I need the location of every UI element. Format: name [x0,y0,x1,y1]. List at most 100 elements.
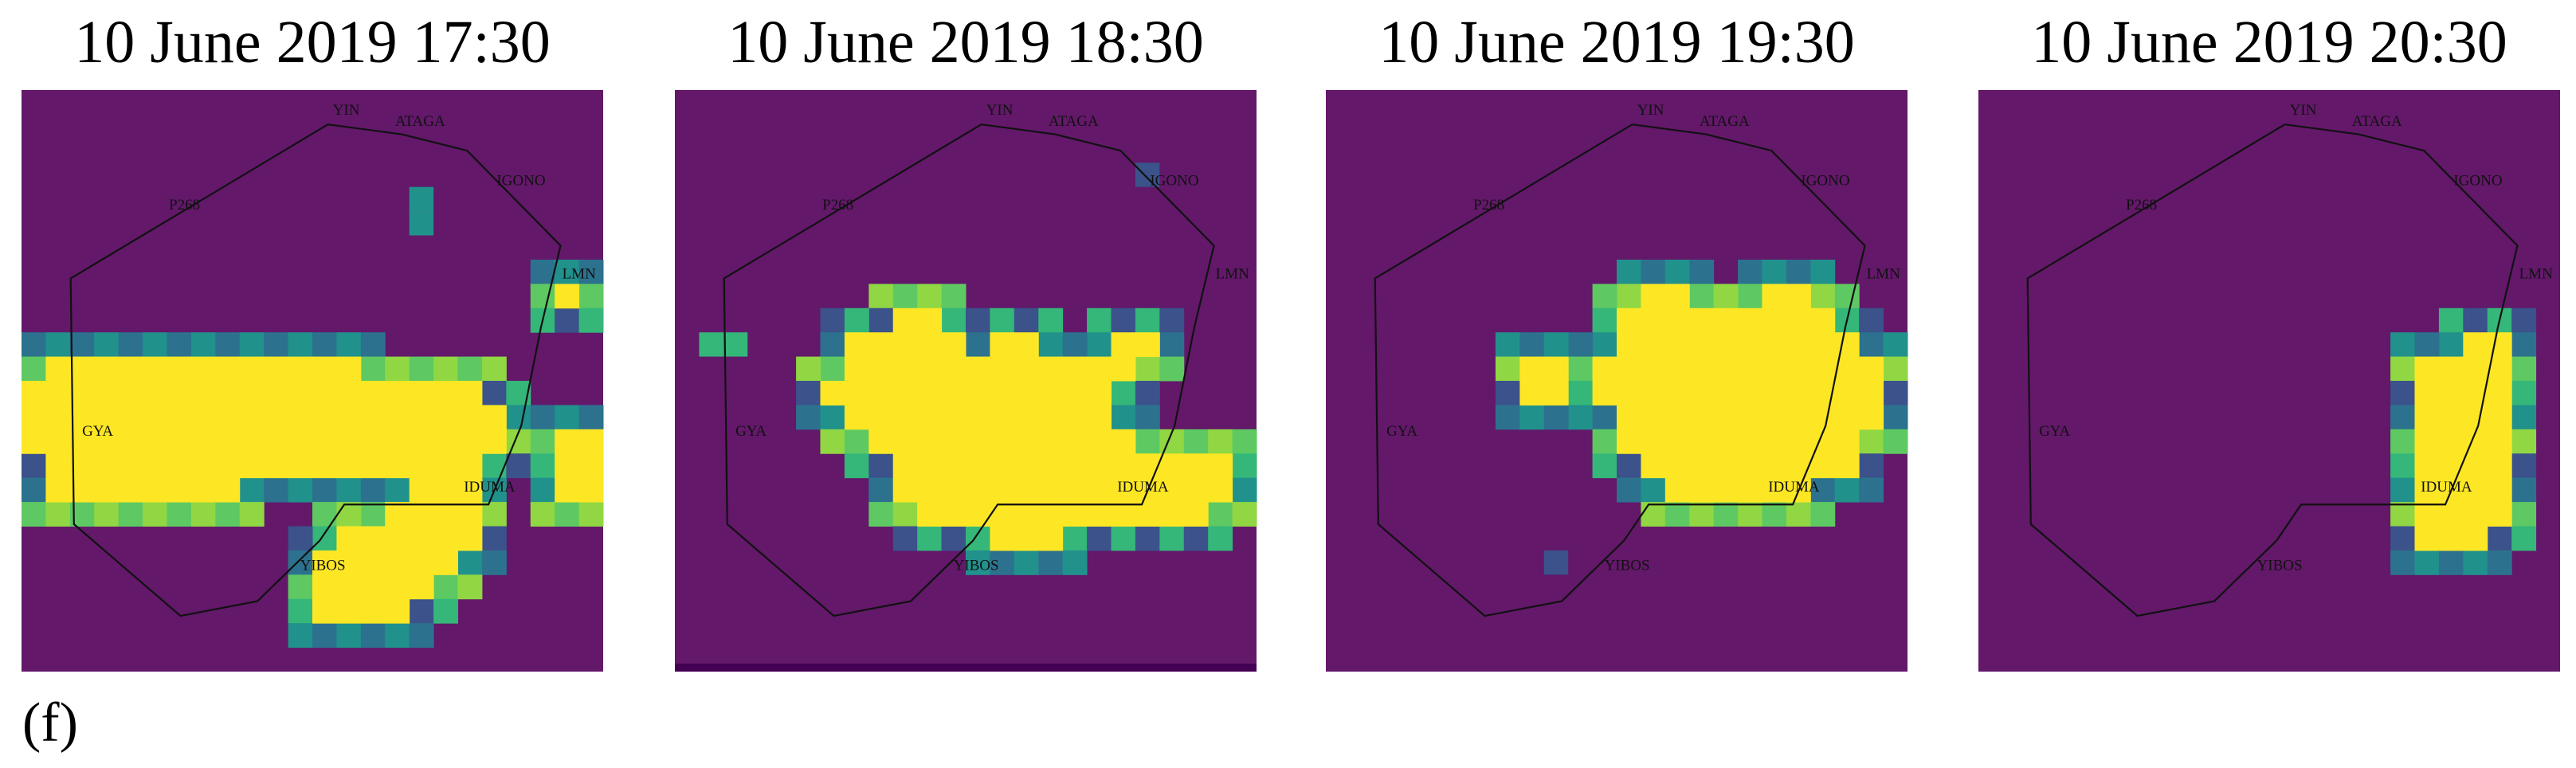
edge-cell [820,308,845,333]
edge-cell [1208,526,1233,551]
edge-cell [1592,332,1617,358]
core-cell [45,477,71,503]
edge-cell [796,405,821,430]
edge-cell [555,502,580,527]
edge-cell [409,598,434,624]
edge-cell [2463,550,2488,575]
core-cell [1738,453,1762,479]
core-cell [990,405,1015,430]
edge-cell [1592,405,1617,430]
route [1374,123,1866,617]
core-cell [2463,356,2488,382]
core-cell [45,405,71,430]
core-cell [1208,477,1233,503]
core-cell [312,405,337,430]
edge-cell [1762,502,1787,527]
edge-cell [1568,381,1594,406]
core-cell [167,477,192,503]
core-cell [118,356,143,382]
core-cell [336,550,362,575]
core-cell [941,453,966,479]
core-cell [1762,308,1787,333]
core-cell [143,356,167,382]
edge-cell [1641,259,1666,284]
core-cell [336,574,362,600]
edge-cell [868,308,894,333]
core-cell [2414,502,2440,527]
waypoint-label: YIN [333,102,360,119]
core-cell [1159,502,1185,527]
waypoint-label: GYA [1386,423,1417,440]
edge-cell [990,550,1015,575]
core-cell [1762,356,1787,382]
core-cell [1713,477,1739,503]
edge-cell [481,550,507,575]
edge-cell [312,526,337,551]
edge-cell [578,284,604,309]
core-cell [892,332,918,358]
cell [699,332,723,357]
core-cell [336,381,362,406]
core-cell [844,356,869,382]
edge-cell [1135,526,1160,551]
core-cell [360,550,386,575]
edge-cell [481,381,507,406]
core-cell [190,381,216,406]
edge-cell [1689,284,1715,309]
core-cell [2487,405,2512,430]
edge-cell [796,381,821,406]
core-cell [1713,356,1739,382]
core-cell [868,356,894,382]
core-cell [336,598,362,624]
core-cell [385,429,410,454]
edge-cell [990,308,1015,333]
core-cell [1111,502,1136,527]
edge-cell [2511,526,2537,551]
edge-cell [1786,502,1811,527]
edge-cell [1038,332,1064,358]
edge-cell [143,502,167,527]
waypoint-label: IDUMA [2421,479,2472,496]
core-cell [1543,381,1569,406]
core-cell [1111,356,1136,382]
edge-cell [1592,284,1617,309]
core-cell [312,550,337,575]
core-cell [1664,284,1690,309]
waypoint-label: P268 [169,197,200,214]
core-cell [1617,356,1641,382]
core-cell [1014,381,1039,406]
edge-cell [2487,550,2512,575]
core-cell [1111,332,1136,358]
edge-cell [45,332,71,358]
edge-cell [118,502,143,527]
core-cell [1135,453,1160,479]
edge-cell [1495,405,1520,430]
core-cell [143,405,167,430]
core-cell [1786,332,1811,358]
edge-cell [2390,381,2415,406]
core-cell [1038,405,1064,430]
edge-cell [433,356,458,382]
edge-cell [1062,526,1088,551]
edge-cell [1159,332,1185,358]
core-cell [2463,405,2488,430]
waypoint-label: ATAGA [1049,113,1099,130]
core-cell [1762,284,1787,309]
edge-cell [481,526,507,551]
waypoint-label: GYA [82,423,113,440]
core-cell [409,526,434,551]
waypoint-label: YIBOS [300,558,346,574]
edge-cell [2390,356,2415,382]
map-strip [675,664,1257,672]
core-cell [190,453,216,479]
core-cell [941,356,966,382]
core-cell [1834,429,1860,454]
core-cell [312,453,337,479]
core-cell [966,477,990,503]
core-cell [457,502,483,527]
core-cell [433,526,458,551]
core-cell [1014,526,1039,551]
core-cell [1664,405,1690,430]
core-cell [45,381,71,406]
core-cell [2487,477,2512,503]
